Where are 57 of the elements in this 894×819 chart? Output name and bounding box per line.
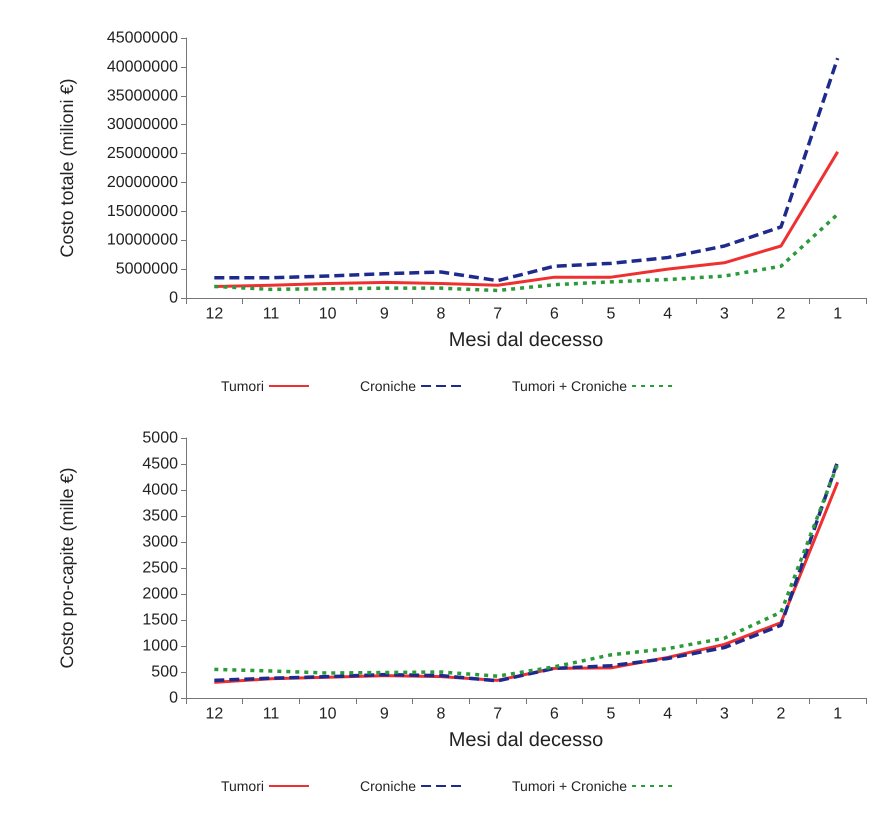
y-tick-label: 30000000	[106, 116, 178, 134]
x-tick-label: 4	[663, 306, 672, 322]
y-tick-label: 4000	[142, 482, 178, 498]
legend-label: Croniche	[360, 378, 416, 394]
legend-label: Tumori	[220, 778, 264, 794]
x-tick-label: 12	[205, 306, 224, 322]
y-tick-label: 2500	[142, 560, 178, 576]
x-tick-label: 1	[833, 306, 842, 322]
line-series	[212, 212, 840, 292]
y-tick-label: 5000000	[116, 260, 178, 278]
y-tick-label: 5000	[142, 430, 178, 446]
y-tick-label: 40000000	[106, 58, 178, 76]
y-tick-label: 500	[151, 664, 178, 680]
x-tick-label: 5	[606, 306, 616, 322]
x-tick-label: 3	[720, 306, 729, 322]
y-tick-label: 15000000	[106, 202, 178, 220]
y-tick-label: 0	[169, 290, 178, 306]
y-axis-title: Costo totale (milioni €)	[57, 78, 77, 258]
y-tick-label: 10000000	[106, 232, 178, 249]
x-tick-label: 2	[776, 306, 786, 322]
legend-label: Tumori	[220, 378, 264, 394]
x-axis-title: Mesi dal decesso	[448, 329, 604, 351]
y-tick-label: 45000000	[106, 30, 178, 46]
x-tick-label: 10	[318, 706, 337, 722]
y-tick-label: 35000000	[106, 87, 178, 104]
x-tick-label: 7	[493, 306, 502, 322]
y-tick-label: 3500	[142, 508, 178, 524]
y-tick-label: 4500	[142, 456, 178, 472]
x-tick-label: 8	[436, 306, 446, 322]
x-tick-label: 3	[720, 706, 729, 722]
x-tick-label: 9	[380, 306, 389, 322]
x-tick-label: 9	[380, 706, 389, 722]
x-tick-label: 11	[262, 706, 280, 722]
x-tick-label: 12	[205, 706, 224, 722]
y-tick-label: 0	[169, 690, 178, 706]
y-tick-label: 3000	[142, 534, 178, 550]
x-tick-label: 6	[550, 706, 559, 722]
x-tick-label: 8	[436, 706, 446, 722]
legend-label: Croniche	[360, 778, 416, 794]
legend-label: Tumori + Croniche	[512, 378, 628, 394]
x-tick-label: 1	[833, 706, 842, 722]
y-tick-label: 25000000	[106, 145, 178, 162]
legend-label: Tumori + Croniche	[512, 778, 628, 794]
x-tick-label: 4	[663, 706, 672, 722]
line-series	[212, 56, 840, 282]
x-tick-label: 2	[776, 706, 786, 722]
x-tick-label: 7	[493, 706, 502, 722]
x-tick-label: 10	[318, 306, 337, 322]
y-tick-label: 1000	[142, 638, 178, 654]
y-tick-label: 2000	[142, 586, 178, 602]
y-tick-label: 1500	[142, 612, 178, 628]
x-tick-label: 6	[550, 306, 559, 322]
x-tick-label: 5	[606, 706, 616, 722]
y-tick-label: 20000000	[106, 174, 178, 191]
y-axis-title: Costo pro-capite (mille €)	[57, 467, 77, 669]
x-tick-label: 11	[262, 306, 280, 322]
x-axis-title: Mesi dal decesso	[448, 729, 604, 751]
